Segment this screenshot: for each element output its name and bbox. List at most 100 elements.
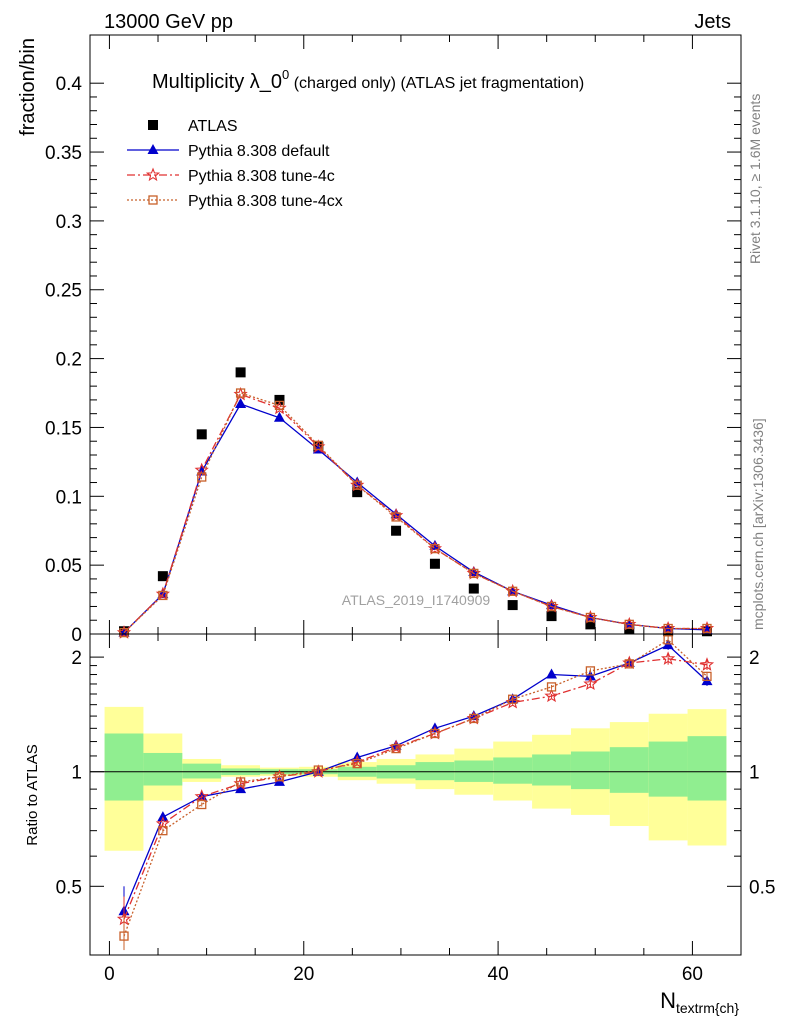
ratio-point [699, 657, 715, 671]
legend: ATLAS Pythia 8.308 default Pythia 8.308 tu… [127, 118, 343, 210]
xtick-label: 60 [682, 964, 703, 985]
header-right: Jets [694, 11, 731, 33]
ratio-point [274, 772, 285, 782]
legend-item: ATLAS [148, 118, 238, 135]
ratio-point [702, 671, 712, 682]
ratio-point [583, 676, 598, 690]
main-ytick-label: 0.25 [45, 281, 82, 302]
data-point [702, 623, 712, 634]
legend-item: Pythia 8.308 tune-4cx [127, 193, 343, 210]
data-point [196, 429, 207, 440]
legend-label: Pythia 8.308 tune-4c [188, 168, 335, 185]
series-line [123, 392, 707, 634]
data-point [585, 619, 596, 630]
x-axis-label: Ntextrm{ch} [660, 988, 739, 1016]
data-point [508, 586, 518, 596]
uncertainty-band-inner [532, 754, 571, 786]
data-point [663, 623, 673, 634]
main-ytick-label: 0.35 [45, 143, 82, 164]
data-point [430, 543, 440, 554]
chart-title-rest: (charged only) (ATLAS jet fragmentation) [289, 75, 584, 92]
ratio-point [235, 777, 246, 787]
uncertainty-band-inner [687, 736, 727, 801]
legend-item: Pythia 8.308 default [127, 143, 330, 160]
ratio-point [508, 694, 518, 704]
uncertainty-band-inner [609, 747, 649, 793]
ratio-panel: 0.5 0.51 12 20 20 40 60 Ratio to ATLAS Ntextrm… [24, 633, 775, 1016]
uncertainty-band-inner [143, 752, 183, 786]
ratio-point [313, 765, 323, 775]
ratio-point [158, 826, 168, 836]
main-ytick-label: 0.2 [56, 350, 82, 371]
legend-marker [145, 167, 161, 182]
main-ytick-label: 0.3 [56, 212, 82, 233]
x-axis-label-sub: textrm{ch} [676, 1000, 739, 1016]
data-point [273, 411, 285, 422]
ratio-ytick-label: 2 [71, 648, 82, 669]
data-point [391, 512, 401, 522]
ratio-point [391, 743, 401, 754]
data-point [197, 472, 207, 482]
legend-marker [148, 120, 158, 130]
ratio-ytick-label: 0.5 [56, 877, 82, 898]
mcplots-label: mcplots.cern.ch [arXiv:1306.3436] [750, 418, 766, 630]
ratio-point [194, 789, 209, 803]
main-ytick-label: 0.05 [45, 556, 82, 577]
ratio-point [430, 728, 440, 739]
ratio-point [660, 651, 676, 665]
data-point [624, 619, 634, 630]
ratio-line [123, 639, 708, 937]
ratio-point [546, 682, 557, 692]
uncertainty-band-inner [570, 751, 610, 790]
ratio-frame [89, 633, 742, 956]
uncertainty-band-inner [104, 733, 144, 801]
xtick-label: 20 [293, 964, 314, 985]
watermark: ATLAS_2019_I1740909 [342, 592, 491, 608]
ratio-point [157, 811, 169, 822]
data-point [157, 571, 168, 582]
legend-item: Pythia 8.308 tune-4c [127, 167, 335, 185]
main-ytick-label: 0.1 [56, 487, 82, 508]
legend-label: Pythia 8.308 default [188, 143, 330, 160]
x-axis-label-main: N [660, 988, 676, 1013]
uncertainty-band-inner [648, 741, 688, 797]
data-point [429, 558, 440, 569]
main-ytick-label: 0.15 [45, 418, 82, 439]
data-point [352, 487, 363, 498]
xtick-label: 0 [104, 964, 115, 985]
data-point [585, 612, 596, 623]
data-point [352, 480, 362, 490]
series-line [123, 393, 707, 634]
ratio-point [119, 931, 129, 941]
ratio-point [585, 666, 596, 676]
data-point [546, 611, 557, 622]
data-point [274, 400, 285, 411]
ratio-ytick-label: 1 [71, 763, 82, 784]
data-point [119, 627, 129, 638]
chart-title: Multiplicity λ_00 (charged only) (ATLAS … [152, 67, 584, 93]
xtick-label: 40 [488, 964, 509, 985]
data-point [546, 601, 557, 612]
ratio-point [624, 659, 634, 669]
main-ylabel: fraction/bin [17, 38, 39, 136]
chart-title-sup: 0 [282, 67, 289, 82]
legend-marker [147, 144, 159, 154]
data-point [235, 398, 247, 409]
ratio-point [235, 783, 247, 794]
rivet-label: Rivet 3.1.10, ≥ 1.6M events [747, 94, 763, 264]
ratio-line [123, 658, 708, 920]
ratio-point [469, 713, 479, 724]
ratio-point [663, 635, 673, 645]
main-panel: ATLAS_2019_I1740909 0 0.05 0.1 0.15 0.2 0.25 0… [17, 34, 742, 646]
chart-title-main: Multiplicity λ_0 [152, 71, 282, 93]
data-point [469, 568, 479, 579]
data-point [391, 525, 402, 536]
data-point [235, 388, 246, 398]
ratio-point [546, 668, 558, 679]
legend-marker [148, 195, 158, 205]
uncertainty-band-inner [182, 763, 222, 779]
ratio-ylabel: Ratio to ATLAS [24, 744, 41, 845]
ratio-ytick-label-right: 0.5 [749, 877, 775, 898]
ratio-point [352, 758, 362, 769]
data-point [274, 394, 285, 405]
